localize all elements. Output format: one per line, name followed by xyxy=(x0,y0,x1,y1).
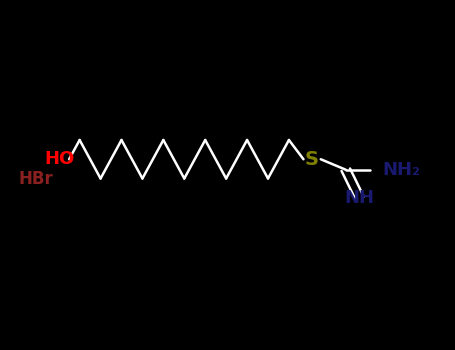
Text: S: S xyxy=(305,150,318,169)
Text: NH₂: NH₂ xyxy=(382,161,420,179)
Text: HO: HO xyxy=(44,150,74,168)
Text: NH: NH xyxy=(344,189,374,207)
Text: HBr: HBr xyxy=(18,170,53,188)
